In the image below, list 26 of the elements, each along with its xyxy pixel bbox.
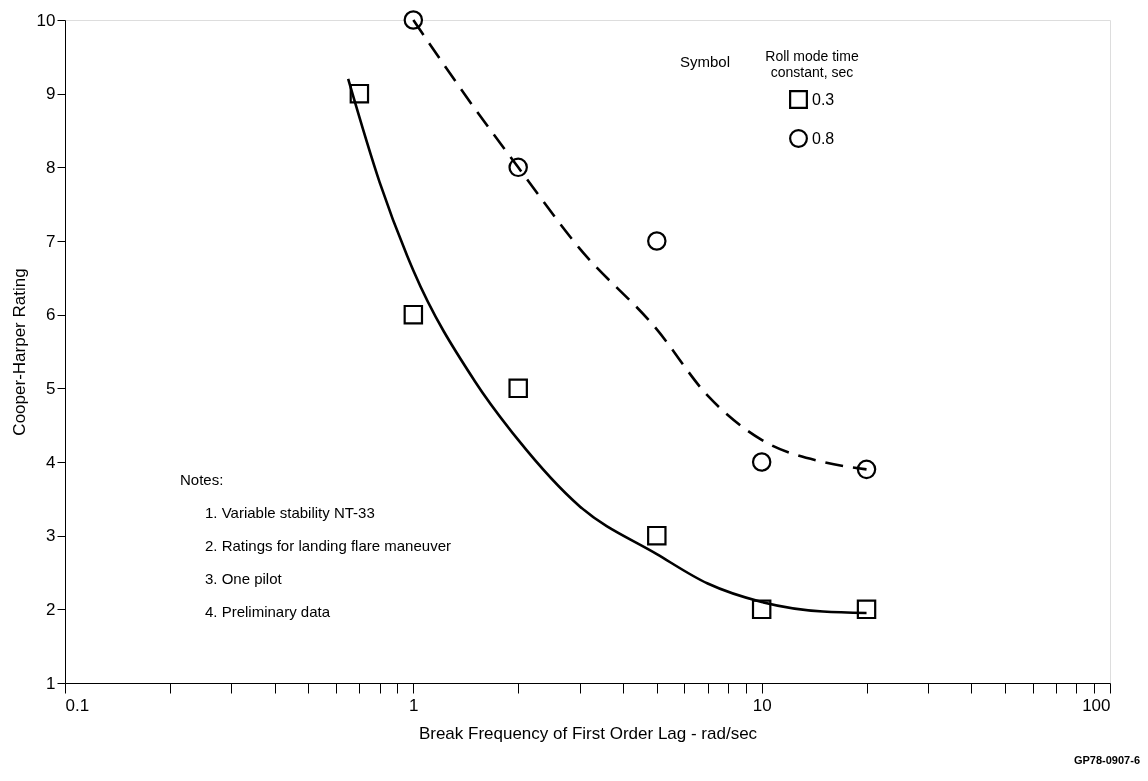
y-tick-label: 8	[46, 157, 56, 177]
y-axis-title: Cooper-Harper Rating	[9, 268, 29, 436]
y-tick-label: 5	[46, 378, 56, 398]
legend-label: 0.3	[812, 90, 835, 108]
x-tick-label: 1	[409, 695, 419, 715]
annotation: 3. One pilot	[205, 570, 283, 587]
y-tick-label: 7	[46, 231, 56, 251]
y-tick-label: 4	[46, 452, 56, 472]
text: GP78-0907-6	[1073, 754, 1140, 766]
annotation: 2. Ratings for landing flare maneuver	[205, 537, 451, 554]
y-tick-label: 2	[46, 599, 56, 619]
y-tick-label: 1	[46, 673, 56, 693]
x-tick-label: 10	[752, 695, 772, 715]
legend-title: Roll mode time constant, sec	[765, 48, 859, 80]
y-tick-label: 3	[46, 526, 56, 546]
annotation: Symbol	[679, 53, 731, 70]
legend-label: 0.8	[812, 129, 835, 147]
x-axis-title: Break Frequency of First Order Lag - rad/sec	[418, 723, 758, 743]
annotation: 1. Variable stability NT-33	[205, 504, 375, 521]
annotation: Notes:	[180, 471, 224, 488]
annotation: 4. Preliminary data	[205, 603, 331, 620]
y-tick-label: 10	[36, 10, 56, 30]
x-tick-label: 100	[1082, 695, 1111, 715]
y-tick-label: 6	[46, 305, 56, 325]
y-tick-label: 9	[46, 84, 56, 104]
x-tick-label: 0.1	[65, 695, 90, 715]
